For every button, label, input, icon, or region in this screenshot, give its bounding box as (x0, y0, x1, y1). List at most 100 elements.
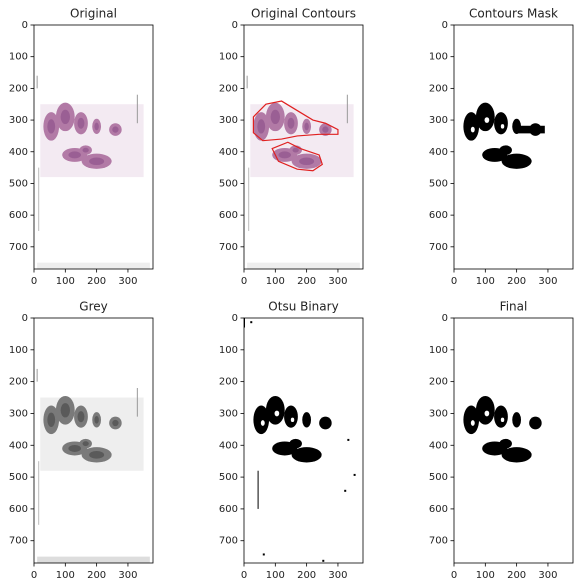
y-tick-label: 600 (9, 504, 28, 515)
y-tick-label: 500 (219, 178, 238, 189)
x-tick-label: 200 (297, 276, 316, 287)
y-tick-label: 400 (219, 440, 238, 451)
y-tick-label: 0 (232, 313, 238, 324)
speck (344, 489, 347, 492)
tissue (112, 419, 119, 427)
y-tick-label: 100 (219, 345, 238, 356)
speck (353, 473, 356, 476)
x-tick-label: 300 (538, 276, 557, 287)
artifact (247, 262, 360, 269)
y-tick-label: 0 (232, 20, 238, 31)
tissue (284, 405, 298, 428)
image (463, 395, 542, 463)
tissue (529, 416, 542, 430)
tissue (77, 117, 85, 129)
x-tick-label: 0 (451, 570, 457, 580)
y-tick-label: 0 (442, 20, 448, 31)
tissue (501, 153, 532, 169)
y-tick-label: 700 (219, 536, 238, 547)
speck (347, 438, 350, 441)
y-tick-label: 300 (9, 115, 28, 126)
y-tick-label: 100 (429, 52, 448, 63)
y-tick-label: 700 (9, 536, 28, 547)
tissue (494, 112, 508, 135)
tissue (512, 412, 522, 428)
tissue (60, 109, 71, 125)
tissue (470, 420, 475, 426)
x-tick-label: 100 (56, 276, 75, 287)
tissue (516, 125, 545, 134)
x-tick-label: 300 (328, 276, 347, 287)
tissue (463, 405, 480, 435)
tissue (270, 109, 281, 125)
x-tick-label: 0 (31, 276, 37, 287)
y-tick-label: 200 (219, 83, 238, 94)
tissue (499, 145, 512, 155)
y-tick-label: 300 (429, 408, 448, 419)
x-tick-label: 100 (56, 570, 75, 580)
y-tick-label: 700 (429, 242, 448, 253)
tissue (287, 117, 295, 129)
y-tick-label: 100 (9, 52, 28, 63)
axes-frame (33, 317, 154, 564)
tissue (475, 102, 495, 132)
x-tick-label: 100 (476, 570, 495, 580)
tissue (484, 410, 490, 417)
tissue (112, 126, 119, 133)
x-tick-label: 100 (266, 570, 285, 580)
y-tick-label: 100 (429, 345, 448, 356)
y-tick-label: 0 (22, 20, 28, 31)
tissue (274, 410, 280, 417)
y-tick-label: 400 (219, 147, 238, 158)
y-tick-label: 200 (9, 83, 28, 94)
contour (252, 100, 339, 142)
tissue (291, 447, 322, 463)
tissue (290, 417, 295, 423)
artifact (37, 556, 150, 563)
tissue (47, 412, 56, 427)
tissue (484, 117, 490, 123)
y-tick-label: 500 (219, 472, 238, 483)
x-tick-label: 200 (87, 276, 106, 287)
x-tick-label: 100 (266, 276, 285, 287)
tissue (82, 147, 89, 153)
tissue (82, 441, 89, 447)
tissue (322, 126, 329, 133)
tissue (89, 451, 105, 459)
tissue (304, 122, 309, 131)
tissue (77, 411, 85, 423)
x-tick-label: 0 (451, 276, 457, 287)
tissue (292, 147, 299, 153)
tissue (265, 395, 285, 425)
y-tick-label: 700 (219, 242, 238, 253)
y-tick-label: 200 (429, 83, 448, 94)
tissue (463, 112, 480, 141)
tissue (500, 417, 505, 423)
x-tick-label: 0 (241, 570, 247, 580)
artifact (37, 262, 150, 269)
x-tick-label: 200 (507, 276, 526, 287)
image (246, 75, 360, 269)
tissue (470, 126, 475, 133)
y-tick-label: 700 (9, 242, 28, 253)
panel-title: Original Contours (251, 7, 356, 21)
y-tick-label: 400 (9, 147, 28, 158)
y-tick-label: 500 (429, 178, 448, 189)
y-tick-label: 600 (429, 504, 448, 515)
y-tick-label: 200 (219, 377, 238, 388)
x-tick-label: 300 (118, 276, 137, 287)
contour (271, 141, 324, 172)
x-tick-label: 300 (118, 570, 137, 580)
x-tick-label: 0 (31, 570, 37, 580)
y-tick-label: 400 (429, 147, 448, 158)
tissue (94, 416, 99, 424)
y-tick-label: 600 (219, 210, 238, 221)
tissue (94, 122, 99, 131)
panel-title: Contours Mask (469, 7, 558, 21)
y-tick-label: 0 (22, 313, 28, 324)
tissue (260, 420, 265, 426)
panel-title: Otsu Binary (268, 300, 338, 314)
tissue (289, 438, 302, 449)
tissue (299, 157, 315, 166)
